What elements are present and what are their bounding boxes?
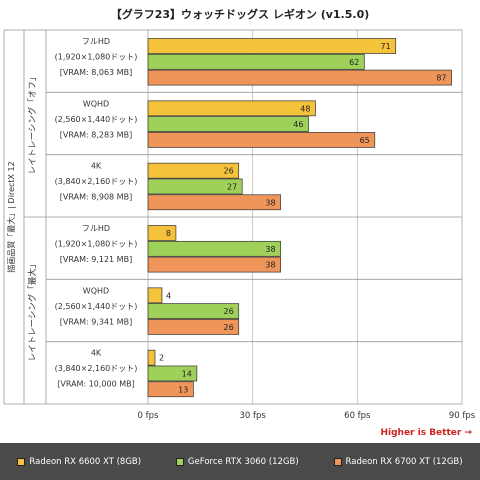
bar [147, 53, 365, 70]
bar-value-label: 48 [300, 104, 310, 113]
category-label: (1,920×1,080ドット) [55, 240, 138, 249]
bar-value-label: 2 [159, 354, 164, 363]
outer-axis-label: 描画品質「最大」| DirectX 12 [6, 161, 16, 272]
category-label: (3,840×2,160ドット) [55, 177, 138, 186]
bar-value-label: 38 [265, 261, 275, 270]
bar-value-label: 4 [166, 291, 171, 300]
bar-value-label: 38 [265, 198, 275, 207]
bar-value-label: 26 [224, 167, 234, 176]
legend: Radeon RX 6600 XT (8GB) GeForce RTX 3060… [0, 443, 480, 480]
bar [147, 100, 316, 117]
bar-value-label: 14 [182, 369, 192, 378]
bar-value-label: 87 [436, 74, 446, 83]
category-label: [VRAM: 9,121 MB] [60, 255, 132, 264]
x-tick-label: 90 fps [449, 411, 476, 421]
bar [147, 69, 452, 86]
bar [147, 349, 156, 366]
legend-swatch-series-3 [333, 457, 342, 466]
legend-swatch-series-2 [175, 457, 184, 466]
legend-item-series-1: Radeon RX 6600 XT (8GB) [17, 457, 141, 467]
bar-value-label: 26 [224, 323, 234, 332]
bar [147, 225, 177, 241]
category-label: [VRAM: 8,063 MB] [60, 68, 132, 77]
higher-is-better-note: Higher is Better → [380, 428, 472, 438]
category-label: [VRAM: 9,341 MB] [60, 317, 132, 326]
bar [147, 194, 281, 211]
bar [147, 381, 194, 398]
bar [147, 287, 163, 304]
bar-value-label: 38 [265, 245, 275, 254]
group-label: レイトレーシング「オフ」 [27, 73, 38, 175]
bar-chart: 0 fps 30 fps 60 fps 90 fps 描画品質「最大」| DirectX… [3, 29, 476, 421]
x-tick-label: 30 fps [239, 411, 266, 421]
category-label: [VRAM: 10,000 MB] [57, 380, 135, 389]
bar [147, 38, 397, 54]
category-label: 4K [91, 349, 102, 358]
category-label: WQHD [83, 99, 109, 108]
bar-value-label: 8 [166, 229, 171, 238]
bar-value-label: 13 [178, 385, 188, 394]
group-label: レイトレーシング「最大」 [27, 260, 38, 362]
bar [147, 240, 281, 257]
legend-item-series-2: GeForce RTX 3060 (12GB) [175, 456, 299, 467]
bar [147, 319, 240, 335]
bar-value-label: 62 [349, 58, 359, 67]
legend-label-series-1: Radeon RX 6600 XT (8GB) [29, 456, 142, 467]
x-tick-label: 60 fps [344, 411, 371, 421]
bar [147, 132, 376, 148]
category-label: フルHD [82, 224, 110, 233]
category-label: (2,560×1,440ドット) [55, 115, 138, 124]
category-label: フルHD [82, 37, 110, 46]
category-label: [VRAM: 8,283 MB] [60, 130, 132, 139]
bar [147, 365, 198, 382]
category-label: WQHD [83, 286, 109, 295]
legend-swatch-series-1 [17, 457, 26, 466]
bar [147, 256, 281, 273]
legend-item-series-3: Radeon RX 6700 XT (12GB) [333, 456, 463, 467]
bar-value-label: 26 [224, 307, 234, 316]
category-label: (1,920×1,080ドット) [55, 53, 138, 62]
bar [147, 116, 309, 132]
category-label: [VRAM: 8,908 MB] [60, 193, 132, 202]
bar-value-label: 65 [360, 136, 370, 145]
bar [147, 303, 240, 319]
bar [147, 162, 240, 179]
category-label: 4K [91, 162, 102, 171]
bar-value-label: 46 [293, 120, 303, 129]
x-tick-label: 0 fps [138, 411, 159, 421]
category-label: (2,560×1,440ドット) [55, 302, 138, 311]
legend-label-series-2: GeForce RTX 3060 (12GB) [187, 456, 299, 467]
chart-title: 【グラフ23】ウォッチドッグス レギオン (v1.5.0) [110, 8, 370, 21]
bar [147, 178, 243, 195]
legend-label-series-3: Radeon RX 6700 XT (12GB) [345, 456, 463, 467]
bar-value-label: 71 [381, 42, 391, 51]
category-label: (3,840×2,160ドット) [55, 364, 138, 373]
bar-value-label: 27 [227, 182, 237, 191]
